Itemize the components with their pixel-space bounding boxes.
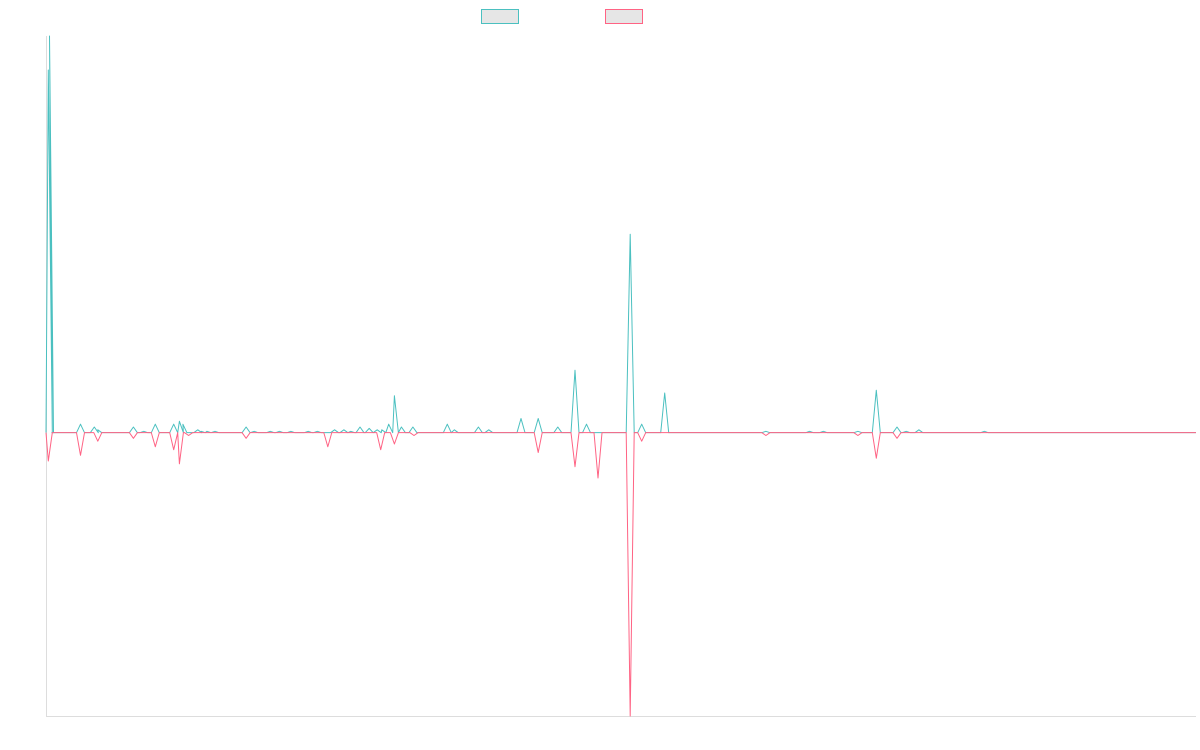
data-point-s1-32[interactable] xyxy=(392,394,396,398)
data-point-s1-34[interactable] xyxy=(411,425,415,429)
data-point-s1-36[interactable] xyxy=(452,428,456,432)
data-point-s2-7[interactable] xyxy=(177,462,181,466)
data-point-s1-5[interactable] xyxy=(92,425,96,429)
data-point-s1-7[interactable] xyxy=(131,425,135,429)
legend-swatch-series-1[interactable] xyxy=(481,9,519,24)
data-point-s1-40[interactable] xyxy=(536,417,540,421)
data-point-s1-35[interactable] xyxy=(445,422,449,426)
data-point-s2-16[interactable] xyxy=(596,476,600,480)
data-point-s2-4[interactable] xyxy=(131,436,135,440)
data-point-s1-29[interactable] xyxy=(375,428,379,432)
data-point-s1-50[interactable] xyxy=(856,429,860,433)
data-point-s2-14[interactable] xyxy=(536,451,540,455)
data-point-s1-6[interactable] xyxy=(96,428,100,432)
data-point-s1-33[interactable] xyxy=(399,425,403,429)
data-point-s2-11[interactable] xyxy=(379,448,383,452)
data-point-s1-39[interactable] xyxy=(519,417,523,421)
data-point-s2-18[interactable] xyxy=(640,439,644,443)
data-point-s1-37[interactable] xyxy=(476,425,480,429)
data-point-s2-13[interactable] xyxy=(412,434,416,438)
data-point-s2-17[interactable] xyxy=(628,714,632,718)
data-point-s1-44[interactable] xyxy=(628,232,632,236)
data-point-s1-45[interactable] xyxy=(640,422,644,426)
data-point-s1-4[interactable] xyxy=(79,422,83,426)
series-line-1[interactable] xyxy=(45,35,1196,434)
data-point-s1-46[interactable] xyxy=(663,391,667,395)
data-point-s2-20[interactable] xyxy=(856,434,860,438)
data-point-s1-25[interactable] xyxy=(342,428,346,432)
legend xyxy=(0,9,1200,27)
data-point-s1-43[interactable] xyxy=(585,422,589,426)
data-point-s1-17[interactable] xyxy=(244,425,248,429)
data-point-s1-28[interactable] xyxy=(367,426,371,430)
data-point-s2-2[interactable] xyxy=(79,453,83,457)
data-point-s1-52[interactable] xyxy=(895,425,899,429)
data-point-s2-22[interactable] xyxy=(895,436,899,440)
data-point-s1-12[interactable] xyxy=(181,422,185,426)
data-point-s1-38[interactable] xyxy=(487,428,491,432)
legend-swatch-series-2[interactable] xyxy=(605,9,643,24)
data-point-s1-41[interactable] xyxy=(556,425,560,429)
data-point-s2-3[interactable] xyxy=(96,439,100,443)
data-point-s1-10[interactable] xyxy=(172,422,176,426)
data-point-s2-5[interactable] xyxy=(153,445,157,449)
data-point-s1-27[interactable] xyxy=(358,425,362,429)
data-point-s2-15[interactable] xyxy=(573,465,577,469)
series-line-2[interactable] xyxy=(45,432,1196,717)
data-point-s2-6[interactable] xyxy=(172,448,176,452)
data-point-s1-2[interactable] xyxy=(48,34,52,38)
data-point-s2-9[interactable] xyxy=(244,436,248,440)
data-point-s1-47[interactable] xyxy=(764,429,768,433)
series-layer xyxy=(45,34,1196,718)
data-point-s2-8[interactable] xyxy=(187,434,191,438)
data-point-s1-54[interactable] xyxy=(917,428,921,432)
data-point-s1-1[interactable] xyxy=(46,68,50,72)
data-point-s1-9[interactable] xyxy=(153,422,157,426)
data-point-s1-31[interactable] xyxy=(387,422,391,426)
data-point-s2-12[interactable] xyxy=(392,442,396,446)
data-point-s1-30[interactable] xyxy=(380,428,384,432)
data-point-s1-24[interactable] xyxy=(333,428,337,432)
data-point-s2-10[interactable] xyxy=(326,445,330,449)
data-point-s1-42[interactable] xyxy=(573,368,577,372)
data-point-s1-11[interactable] xyxy=(177,419,181,423)
data-point-s2-1[interactable] xyxy=(46,459,50,463)
data-point-s1-51[interactable] xyxy=(874,388,878,392)
data-point-s1-13[interactable] xyxy=(196,428,200,432)
data-point-s2-21[interactable] xyxy=(874,456,878,460)
data-point-s2-19[interactable] xyxy=(764,434,768,438)
